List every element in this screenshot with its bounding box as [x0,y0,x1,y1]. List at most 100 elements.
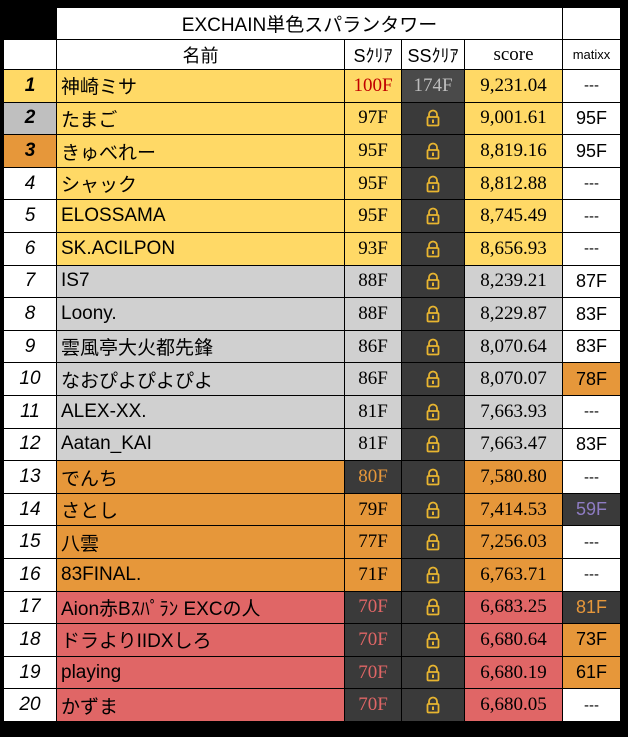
player-name: Loony. [56,297,345,331]
player-name: Aion赤Bｽﾊﾟﾗﾝ EXCの人 [56,590,345,625]
ss-clear-lock-cell [401,492,465,527]
score-cell: 6,680.05 [464,688,563,722]
lock-icon [403,435,464,453]
lock-icon [403,501,464,519]
ss-clear-header: SSｸﾘｱ [401,39,465,71]
matixx-cell: --- [562,688,621,722]
lock-icon [403,338,464,356]
matixx-cell: 95F [562,101,621,136]
rank-cell: 15 [3,525,57,559]
ss-clear-lock-cell [401,329,465,364]
s-clear-cell: 70F [344,590,402,625]
table-row: 5 ELOSSAMA 95F 8,745.49 --- [3,199,621,234]
score-cell: 8,656.93 [464,232,563,266]
player-name: なおぴよぴよぴよ [56,362,345,397]
player-name: SK.ACILPON [56,232,345,266]
table-row: 17 Aion赤Bｽﾊﾟﾗﾝ EXCの人 70F 6,683.25 81F [3,590,621,625]
score-cell: 8,070.07 [464,362,563,397]
lock-icon [403,631,464,649]
matixx-cell: --- [562,460,621,494]
lock-icon [403,468,464,486]
table-row: 10 なおぴよぴよぴよ 86F 8,070.07 78F [3,362,621,397]
matixx-cell: 87F [562,264,621,299]
ss-clear-lock-cell [401,134,465,168]
player-name: たまご [56,101,345,136]
rank-cell: 20 [3,688,57,722]
lock-icon [403,696,464,714]
table-row: 20 かずま 70F 6,680.05 --- [3,688,621,722]
ss-clear-lock-cell [401,558,465,592]
score-cell: 6,683.25 [464,590,563,625]
ss-clear-lock-cell [401,623,465,657]
player-name: ELOSSAMA [56,199,345,234]
player-name: シャック [56,166,345,201]
s-clear-cell: 88F [344,297,402,331]
sheet-title: EXCHAIN単色スパランタワー [56,6,563,41]
s-clear-cell: 81F [344,395,402,429]
lock-icon [403,566,464,584]
rank-cell: 18 [3,623,57,657]
table-row: 18 ドラよりIIDXしろ 70F 6,680.64 73F [3,623,621,657]
matixx-cell: 78F [562,362,621,397]
matixx-cell: 81F [562,590,621,625]
table-row: 6 SK.ACILPON 93F 8,656.93 --- [3,232,621,266]
ss-clear-lock-cell [401,590,465,625]
s-clear-cell: 86F [344,329,402,364]
table-row: 8 Loony. 88F 8,229.87 83F [3,297,621,331]
matixx-cell: --- [562,525,621,559]
score-cell: 8,229.87 [464,297,563,331]
score-cell: 8,812.88 [464,166,563,201]
s-clear-cell: 97F [344,101,402,136]
rank-cell: 12 [3,427,57,462]
score-cell: 8,239.21 [464,264,563,299]
matixx-cell: 83F [562,427,621,462]
score-cell: 7,580.80 [464,460,563,494]
s-clear-cell: 70F [344,655,402,690]
ss-clear-lock-cell [401,166,465,201]
rank-cell: 10 [3,362,57,397]
s-clear-cell: 95F [344,199,402,234]
lock-icon [403,207,464,225]
lock-icon [403,142,464,160]
matixx-cell: 61F [562,655,621,690]
lock-icon [403,533,464,551]
lock-icon [403,370,464,388]
score-cell: 7,414.53 [464,492,563,527]
player-name: でんち [56,460,345,494]
rank-cell: 3 [3,134,57,168]
s-clear-cell: 81F [344,427,402,462]
matixx-cell: --- [562,395,621,429]
player-name: 83FINAL. [56,558,345,592]
score-cell: 6,680.19 [464,655,563,690]
s-clear-cell: 95F [344,134,402,168]
table-row: 1 神崎ミサ 100F 174F 9,231.04 --- [3,69,621,103]
lock-icon [403,598,464,616]
table-row: 15 八雲 77F 7,256.03 --- [3,525,621,559]
rank-header [3,39,57,71]
title-blank [562,6,621,41]
lock-icon [403,403,464,421]
score-cell: 7,256.03 [464,525,563,559]
matixx-cell: 83F [562,297,621,331]
player-name: 八雲 [56,525,345,559]
s-clear-cell: 93F [344,232,402,266]
s-clear-cell: 88F [344,264,402,299]
rank-cell: 16 [3,558,57,592]
player-name: playing [56,655,345,690]
s-clear-cell: 71F [344,558,402,592]
score-cell: 9,001.61 [464,101,563,136]
player-name: IS7 [56,264,345,299]
rank-cell: 13 [3,460,57,494]
s-clear-cell: 86F [344,362,402,397]
lock-icon [403,305,464,323]
ss-clear-lock-cell [401,362,465,397]
matixx-cell: --- [562,69,621,103]
rank-cell: 14 [3,492,57,527]
rank-cell: 9 [3,329,57,364]
matixx-cell: --- [562,558,621,592]
table-row: 3 きゅべれー 95F 8,819.16 95F [3,134,621,168]
corner-blank [3,7,57,40]
ss-clear-lock-cell [401,199,465,234]
matixx-cell: 59F [562,492,621,527]
